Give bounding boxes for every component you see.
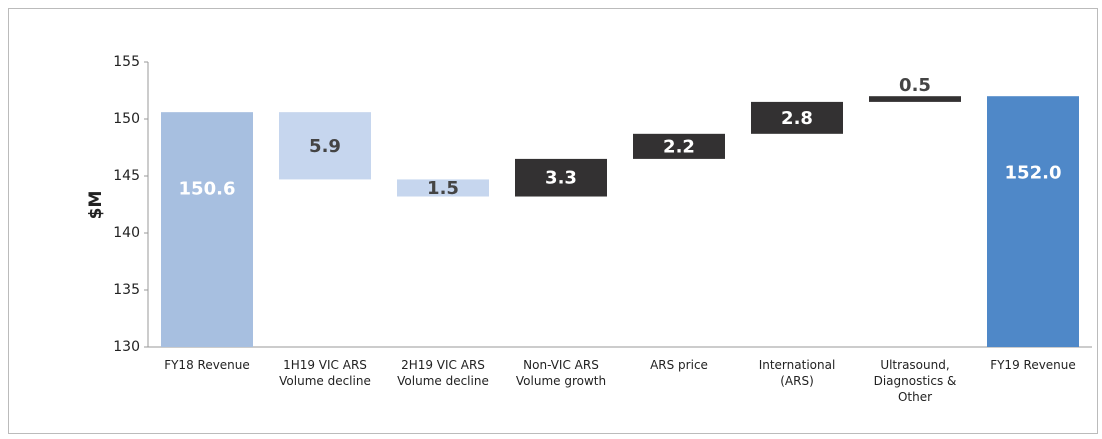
bar xyxy=(633,133,725,159)
bar xyxy=(869,96,961,102)
y-tick-label: 145 xyxy=(113,168,140,184)
value-label: 150.6 xyxy=(179,178,236,199)
bar xyxy=(515,158,607,197)
y-tick-label: 130 xyxy=(113,339,140,355)
value-label: 1.5 xyxy=(427,178,459,199)
bar xyxy=(397,179,489,197)
x-tick-label: Ultrasound, Diagnostics & Other xyxy=(873,358,957,404)
y-tick-label: 140 xyxy=(113,225,140,241)
bar xyxy=(751,101,843,134)
y-tick-label: 150 xyxy=(113,111,140,127)
frame xyxy=(8,8,1098,434)
y-tick-label: 135 xyxy=(113,282,140,298)
x-tick-label: Non-VIC ARS Volume growth xyxy=(515,358,607,388)
value-label: 3.3 xyxy=(545,168,577,189)
x-tick-label: FY19 Revenue xyxy=(990,358,1076,372)
value-label: 5.9 xyxy=(309,136,341,157)
value-label: 2.8 xyxy=(781,108,813,129)
y-tick-label: 155 xyxy=(113,54,140,70)
x-tick-label: 1H19 VIC ARS Volume decline xyxy=(279,358,371,388)
x-tick-label: International (ARS) xyxy=(758,358,836,388)
bar xyxy=(161,112,253,347)
x-tick-label: FY18 Revenue xyxy=(164,358,250,372)
bar xyxy=(987,96,1079,347)
value-label: 2.2 xyxy=(663,136,695,157)
value-label: 0.5 xyxy=(899,75,931,96)
y-axis-label: $M xyxy=(86,191,106,220)
x-tick-label: ARS price xyxy=(650,358,708,372)
bar xyxy=(279,112,371,180)
value-label: 152.0 xyxy=(1005,162,1062,183)
x-tick-label: 2H19 VIC ARS Volume decline xyxy=(397,358,489,388)
